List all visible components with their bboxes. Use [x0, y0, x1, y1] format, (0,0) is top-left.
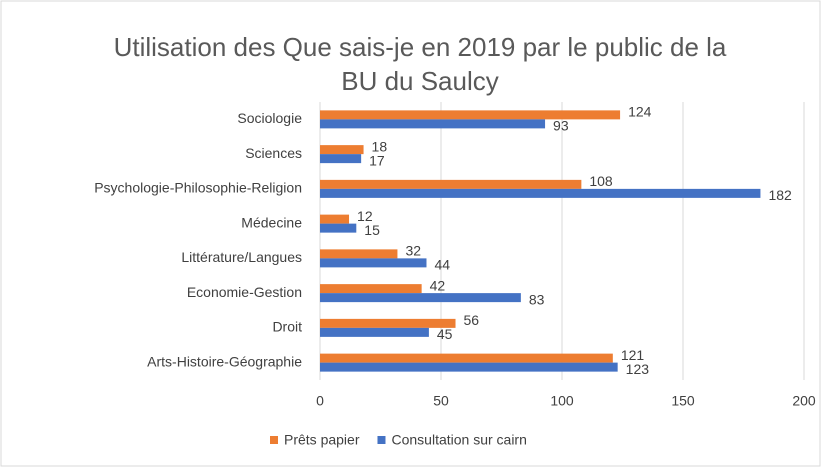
y-tick-label: Sociologie	[237, 110, 302, 126]
y-tick-label: Littérature/Langues	[181, 249, 302, 265]
value-label: 45	[437, 326, 453, 342]
value-label: 42	[430, 277, 446, 293]
x-tick-label: 0	[316, 393, 324, 409]
value-label: 56	[464, 312, 480, 328]
bar	[320, 110, 621, 120]
bar	[320, 223, 357, 233]
value-label: 124	[628, 104, 652, 120]
bar	[320, 327, 429, 337]
legend-swatch	[377, 436, 386, 444]
bar	[320, 353, 613, 363]
y-tick-label: Economie-Gestion	[187, 284, 302, 300]
bar	[320, 258, 427, 268]
x-tick-label: 50	[433, 393, 449, 409]
value-label: 18	[372, 138, 388, 154]
value-label: 12	[357, 208, 373, 224]
value-label: 108	[589, 173, 613, 189]
legend-label: Prêts papier	[284, 432, 360, 448]
value-label: 93	[553, 118, 569, 134]
value-label: 17	[369, 152, 385, 168]
chart-title: Utilisation des Que sais-je en 2019 par …	[113, 32, 727, 96]
x-tick-label: 200	[792, 393, 816, 409]
value-label: 44	[434, 257, 450, 273]
bar	[320, 188, 761, 198]
legend-swatch	[270, 436, 278, 444]
bar	[320, 362, 618, 372]
bar	[320, 154, 362, 164]
x-tick-label: 100	[550, 393, 574, 409]
x-tick-label: 150	[671, 393, 695, 409]
bar	[320, 179, 582, 189]
value-label: 121	[621, 347, 645, 363]
y-tick-label: Médecine	[241, 214, 302, 230]
value-label: 83	[529, 291, 545, 307]
value-label: 123	[626, 361, 650, 377]
bar	[320, 145, 364, 155]
bar	[320, 119, 546, 129]
value-label: 32	[405, 243, 421, 259]
bar	[320, 318, 456, 328]
legend-label: Consultation sur cairn	[391, 432, 526, 448]
value-label: 182	[768, 187, 792, 203]
y-tick-label: Droit	[272, 319, 302, 335]
y-tick-label: Sciences	[245, 145, 302, 161]
y-tick-label: Psychologie-Philosophie-Religion	[94, 180, 302, 196]
value-label: 15	[364, 222, 380, 238]
y-tick-label: Arts-Histoire-Géographie	[147, 353, 302, 369]
bar	[320, 249, 398, 259]
bar	[320, 293, 521, 303]
bar	[320, 284, 422, 294]
bar	[320, 214, 350, 224]
